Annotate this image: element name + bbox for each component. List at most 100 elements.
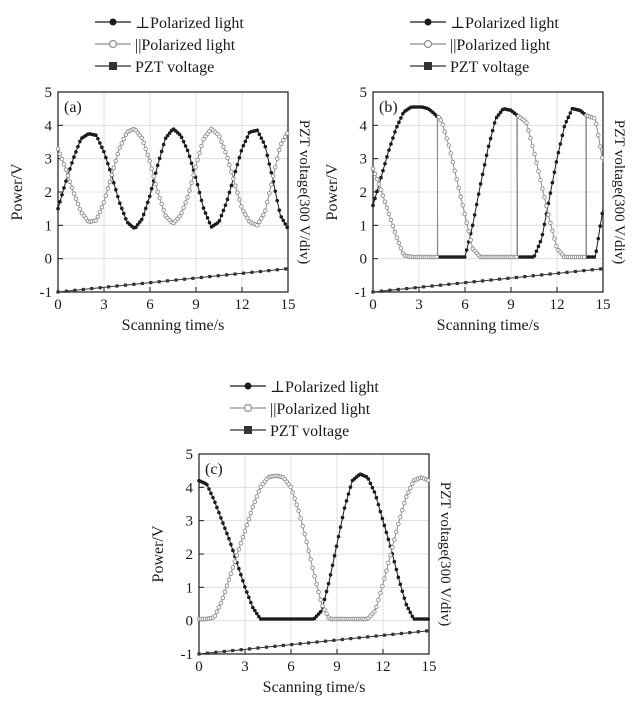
data-point — [239, 149, 244, 153]
panel-label: (c) — [205, 461, 223, 478]
data-point — [221, 144, 226, 150]
data-point — [548, 272, 552, 276]
data-point — [324, 589, 329, 594]
data-point — [218, 600, 224, 606]
series-3 — [197, 629, 430, 656]
data-point — [57, 151, 63, 157]
data-point — [598, 224, 603, 228]
data-point — [452, 168, 457, 173]
legend-marker — [424, 62, 432, 70]
legend-marker — [243, 403, 253, 413]
data-point — [197, 652, 201, 656]
data-point — [251, 605, 255, 610]
data-point — [231, 176, 236, 182]
data-point — [219, 516, 223, 520]
data-point — [340, 515, 345, 520]
y-tick-label: 4 — [186, 480, 194, 496]
data-point — [277, 147, 282, 153]
data-point — [481, 279, 485, 283]
data-point — [239, 572, 243, 577]
y-tick-label: 4 — [360, 118, 368, 134]
data-point — [378, 509, 383, 514]
data-point — [380, 516, 385, 521]
data-point — [181, 139, 186, 144]
data-point — [119, 206, 124, 211]
data-point — [205, 216, 210, 220]
data-point — [72, 155, 76, 159]
series-1 — [197, 472, 431, 621]
data-point — [285, 225, 290, 230]
data-point — [396, 287, 400, 292]
data-point — [139, 217, 144, 222]
data-point — [62, 186, 66, 190]
data-point — [205, 482, 209, 487]
data-point — [540, 186, 545, 191]
data-point — [182, 277, 187, 281]
data-point — [220, 595, 226, 601]
series-line — [57, 268, 289, 293]
data-point — [215, 505, 219, 510]
data-point — [478, 182, 483, 186]
data-point — [394, 235, 400, 240]
data-point — [346, 492, 351, 496]
data-point — [222, 589, 228, 595]
legend-marker — [109, 62, 117, 70]
data-point — [565, 270, 569, 274]
data-point — [438, 283, 443, 287]
data-point — [464, 280, 468, 285]
data-point — [90, 286, 94, 291]
data-point — [235, 162, 240, 167]
data-point — [141, 212, 146, 217]
data-point — [76, 144, 80, 149]
x-tick-label: 0 — [54, 297, 62, 313]
data-point — [490, 128, 495, 133]
data-point — [117, 201, 122, 205]
data-point — [384, 530, 389, 535]
data-point — [157, 195, 162, 201]
data-point — [195, 157, 200, 163]
data-point — [233, 183, 238, 188]
y-axis-label-right: PZT voltage(300 V/div) — [611, 120, 627, 264]
data-point — [187, 154, 192, 159]
data-point — [398, 582, 403, 587]
series-line — [372, 113, 604, 258]
data-point — [385, 155, 389, 159]
data-point — [310, 565, 315, 571]
data-point — [145, 200, 150, 205]
data-point — [189, 180, 194, 185]
data-point — [121, 136, 127, 142]
data-point — [247, 595, 251, 600]
data-point — [488, 136, 493, 141]
data-point — [58, 199, 62, 204]
data-point — [259, 136, 264, 140]
data-point — [536, 169, 541, 174]
data-point — [78, 139, 82, 144]
data-point — [225, 197, 230, 202]
y-tick-label: -1 — [40, 285, 53, 301]
data-point — [534, 249, 539, 253]
data-point — [532, 151, 537, 157]
data-point — [256, 489, 262, 494]
data-point — [442, 129, 448, 134]
data-point — [375, 189, 379, 194]
x-tick-label: 9 — [192, 297, 200, 313]
data-point — [256, 646, 260, 650]
data-point — [174, 278, 178, 282]
data-point — [226, 577, 232, 582]
data-point — [227, 536, 231, 541]
data-point — [115, 151, 121, 157]
x-tick-label: 15 — [281, 297, 296, 313]
data-point — [189, 161, 194, 165]
data-point — [233, 272, 237, 276]
data-point — [279, 215, 284, 219]
data-point — [232, 559, 238, 564]
data-point — [63, 167, 69, 172]
data-point — [425, 478, 431, 483]
data-point — [328, 573, 333, 577]
data-point — [229, 183, 234, 188]
data-point — [394, 529, 399, 535]
data-point — [562, 124, 567, 129]
legend-label: ||Polarized light — [450, 37, 551, 54]
data-point — [199, 143, 204, 149]
